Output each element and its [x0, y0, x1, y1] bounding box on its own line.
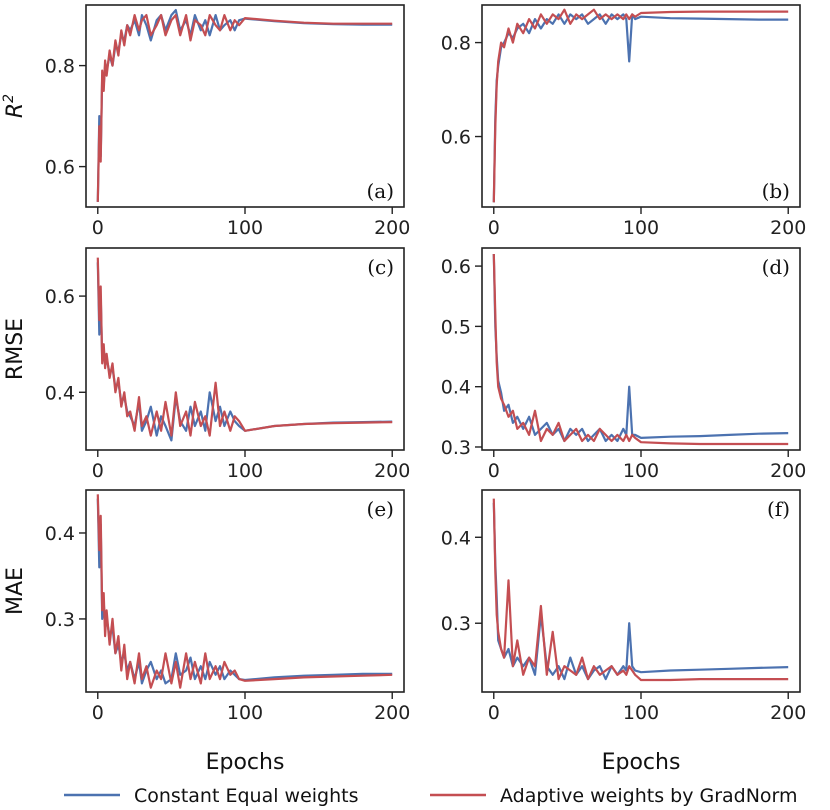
- x-tick-label-f-200: 200: [770, 702, 806, 724]
- series-line-adaptive-b: [492, 8, 789, 203]
- y-tick-label-f-1: 0.4: [441, 527, 471, 549]
- x-tick-label-a-200: 200: [374, 217, 410, 239]
- x-tick-label-a-0: 0: [92, 217, 104, 239]
- series-line-adaptive-d: [492, 253, 789, 446]
- y-axis-label-main: MAE: [3, 567, 28, 615]
- y-tick-label-d-3: 0.6: [441, 256, 471, 278]
- x-tick-label-a-100: 100: [227, 217, 263, 239]
- y-tick-label-d-1: 0.4: [441, 377, 471, 399]
- x-tick-label-b-200: 200: [770, 217, 806, 239]
- panel-b: 0 100 200 0.6 0.8 (b): [441, 4, 806, 239]
- y-axis-label-row-1: R2: [1, 94, 28, 118]
- series-line-constant-c: [96, 262, 393, 442]
- panel-tag-b: (b): [762, 179, 790, 203]
- panel-e: 0 100 200 0.3 0.4 (e): [45, 489, 410, 724]
- y-tick-label-f-0: 0.3: [441, 613, 471, 635]
- y-axis-label-sup: 2: [1, 94, 17, 103]
- y-tick-label-e-0: 0.3: [45, 609, 75, 631]
- panel-tag-a: (a): [366, 179, 394, 203]
- x-axis-labels-layer: Epochs Epochs: [206, 750, 681, 775]
- x-tick-label-e-100: 100: [227, 702, 263, 724]
- panel-tag-f: (f): [767, 497, 790, 521]
- plot-frame-b: [481, 4, 801, 208]
- y-tick-label-d-0: 0.3: [441, 437, 471, 459]
- y-tick-label-b-0: 0.6: [441, 127, 471, 149]
- series-line-adaptive-c: [96, 257, 393, 437]
- y-tick-label-a-1: 0.8: [45, 56, 75, 78]
- plot-frame-c: [85, 247, 405, 451]
- series-line-constant-b: [492, 13, 789, 203]
- x-tick-label-c-100: 100: [227, 460, 263, 482]
- plot-frame-a: [85, 4, 405, 208]
- panel-d: 0 100 200 0.3 0.4 0.5 0.6 (d): [441, 247, 806, 482]
- plot-frame-e: [85, 489, 405, 693]
- x-tick-label-b-0: 0: [488, 217, 500, 239]
- legend-label-adaptive: Adaptive weights by GradNorm: [500, 785, 798, 807]
- series-line-adaptive-a: [96, 14, 393, 202]
- panel-tag-c: (c): [367, 255, 394, 279]
- legend-label-constant: Constant Equal weights: [134, 785, 358, 807]
- x-tick-label-f-100: 100: [623, 702, 659, 724]
- row-labels-layer: R2 RMSE MAE: [1, 94, 28, 615]
- panel-c: 0 100 200 0.4 0.6 (c): [45, 247, 410, 482]
- y-axis-label-main: R: [3, 103, 28, 118]
- x-tick-label-c-0: 0: [92, 460, 104, 482]
- legend-item-constant: Constant Equal weights: [64, 785, 358, 807]
- y-tick-label-a-0: 0.6: [45, 157, 75, 179]
- legend: Constant Equal weights Adaptive weights b…: [64, 785, 798, 807]
- series-line-constant-d: [492, 253, 789, 443]
- series-line-constant-e: [96, 498, 393, 685]
- x-tick-label-e-200: 200: [374, 702, 410, 724]
- y-tick-label-e-1: 0.4: [45, 523, 75, 545]
- y-axis-label-main: RMSE: [3, 318, 28, 380]
- x-tick-label-e-0: 0: [92, 702, 104, 724]
- x-tick-label-d-100: 100: [623, 460, 659, 482]
- panel-f: 0 100 200 0.3 0.4 (f): [441, 489, 806, 724]
- y-tick-label-c-0: 0.4: [45, 382, 75, 404]
- series-line-constant-a: [96, 9, 393, 202]
- series-line-constant-f: [492, 502, 789, 681]
- y-axis-label-row-3: MAE: [3, 567, 28, 615]
- x-tick-label-c-200: 200: [374, 460, 410, 482]
- x-tick-label-d-0: 0: [488, 460, 500, 482]
- y-tick-label-d-2: 0.5: [441, 316, 471, 338]
- x-tick-label-f-0: 0: [488, 702, 500, 724]
- y-tick-label-c-1: 0.6: [45, 286, 75, 308]
- panel-tag-e: (e): [367, 497, 394, 521]
- y-tick-label-b-1: 0.8: [441, 33, 471, 55]
- x-axis-label-col-2: Epochs: [602, 750, 681, 775]
- x-tick-label-b-100: 100: [623, 217, 659, 239]
- series-line-adaptive-e: [96, 494, 393, 689]
- x-axis-label-col-1: Epochs: [206, 750, 285, 775]
- panel-tag-d: (d): [762, 255, 790, 279]
- y-axis-label-row-2: RMSE: [3, 318, 28, 380]
- series-line-adaptive-f: [492, 498, 789, 682]
- panel-a: 0 100 200 0.6 0.8 (a): [45, 4, 410, 239]
- x-tick-label-d-200: 200: [770, 460, 806, 482]
- legend-item-adaptive: Adaptive weights by GradNorm: [430, 785, 798, 807]
